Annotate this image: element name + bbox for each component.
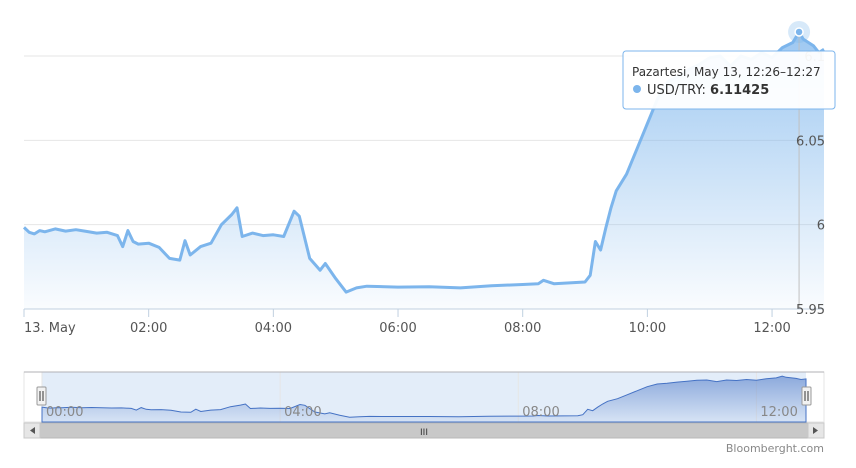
navigator-handle-right[interactable]: [801, 386, 812, 406]
y-tick-label-0: 5.95: [796, 303, 825, 318]
navigator-label-2: 08:00: [522, 405, 559, 420]
tooltip-value: 6.11425: [710, 83, 769, 98]
scrollbar-grip: III: [420, 428, 428, 438]
navigator-handle-left[interactable]: [36, 386, 47, 406]
tooltip-title: Pazartesi, May 13, 12:26–12:27: [632, 65, 821, 79]
series-area: [24, 32, 824, 309]
x-tick-label-1: 02:00: [130, 321, 167, 336]
credit-link[interactable]: Bloomberght.com: [726, 442, 824, 455]
navigator-label-3: 12:00: [760, 405, 797, 420]
navigator-labels: 00:00 04:00 08:00 12:00: [46, 405, 798, 420]
chevron-left-icon: [30, 427, 35, 434]
scrollbar-right-arrow[interactable]: [807, 422, 825, 439]
navigator-label-0: 00:00: [46, 405, 83, 420]
y-tick-label-1: 6: [817, 219, 825, 234]
hover-point[interactable]: [794, 27, 804, 37]
navigator-label-1: 04:00: [284, 405, 321, 420]
chevron-right-icon: [813, 427, 818, 434]
navigator-series-area: [41, 375, 807, 423]
x-tick-label-4: 08:00: [504, 321, 541, 336]
tooltip-series-row: USD/TRY: 6.11425: [647, 83, 769, 98]
x-tick-label-5: 10:00: [629, 321, 666, 336]
y-tick-label-2: 6.05: [796, 134, 825, 149]
tooltip-series-marker: [633, 85, 641, 93]
scrollbar-left-arrow[interactable]: [23, 422, 41, 439]
tooltip-box: [622, 50, 836, 110]
x-tick-label-6: 12:00: [753, 321, 790, 336]
scrollbar[interactable]: III: [23, 422, 825, 439]
x-tick-label-0: 13. May: [24, 321, 76, 336]
navigator[interactable]: 00:00 04:00 08:00 12:00: [23, 371, 825, 423]
tooltip: Pazartesi, May 13, 12:26–12:27 USD/TRY: …: [622, 50, 836, 110]
tooltip-series-label: USD/TRY:: [647, 83, 706, 98]
x-tick-label-2: 04:00: [255, 321, 292, 336]
x-axis: 13. May 02:00 04:00 06:00 08:00 10:00 12:00: [23, 309, 791, 336]
x-tick-label-3: 06:00: [379, 321, 416, 336]
